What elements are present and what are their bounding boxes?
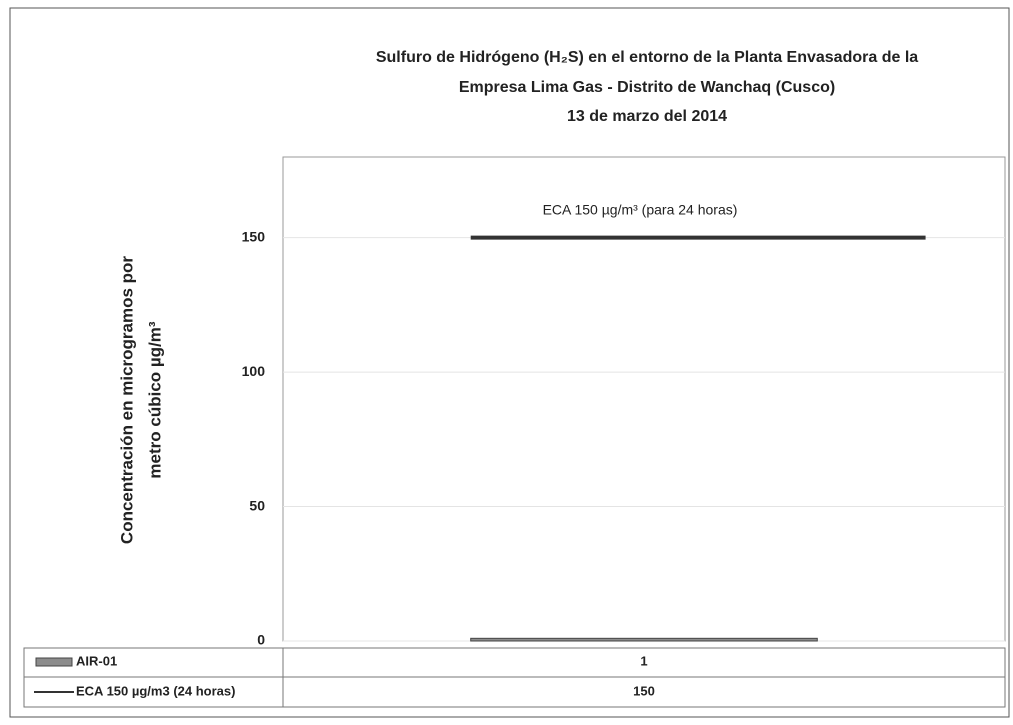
table-value: 1	[640, 653, 647, 668]
y-axis-label: metro cúbico µg/m³	[145, 321, 164, 478]
plot-area	[282, 156, 1006, 642]
legend-key	[35, 657, 73, 667]
chart-title: Sulfuro de Hidrógeno (H₂S) en el entorno…	[376, 49, 918, 66]
table-value: 150	[633, 683, 655, 698]
chart-title: 13 de marzo del 2014	[567, 108, 727, 125]
annotation: ECA 150 µg/m³ (para 24 horas)	[543, 202, 738, 218]
y-tick-label: 0	[257, 632, 265, 648]
y-axis-label: Concentración en microgramos por	[117, 256, 136, 544]
bar	[470, 637, 818, 642]
y-tick-label: 100	[242, 363, 266, 379]
data-table	[23, 647, 1006, 708]
legend-label: AIR-01	[76, 653, 117, 668]
chart-title: Empresa Lima Gas - Distrito de Wanchaq (…	[459, 79, 835, 96]
legend-label: ECA 150 µg/m3 (24 horas)	[76, 683, 235, 698]
y-tick-label: 50	[249, 497, 265, 513]
y-tick-label: 150	[242, 228, 266, 244]
